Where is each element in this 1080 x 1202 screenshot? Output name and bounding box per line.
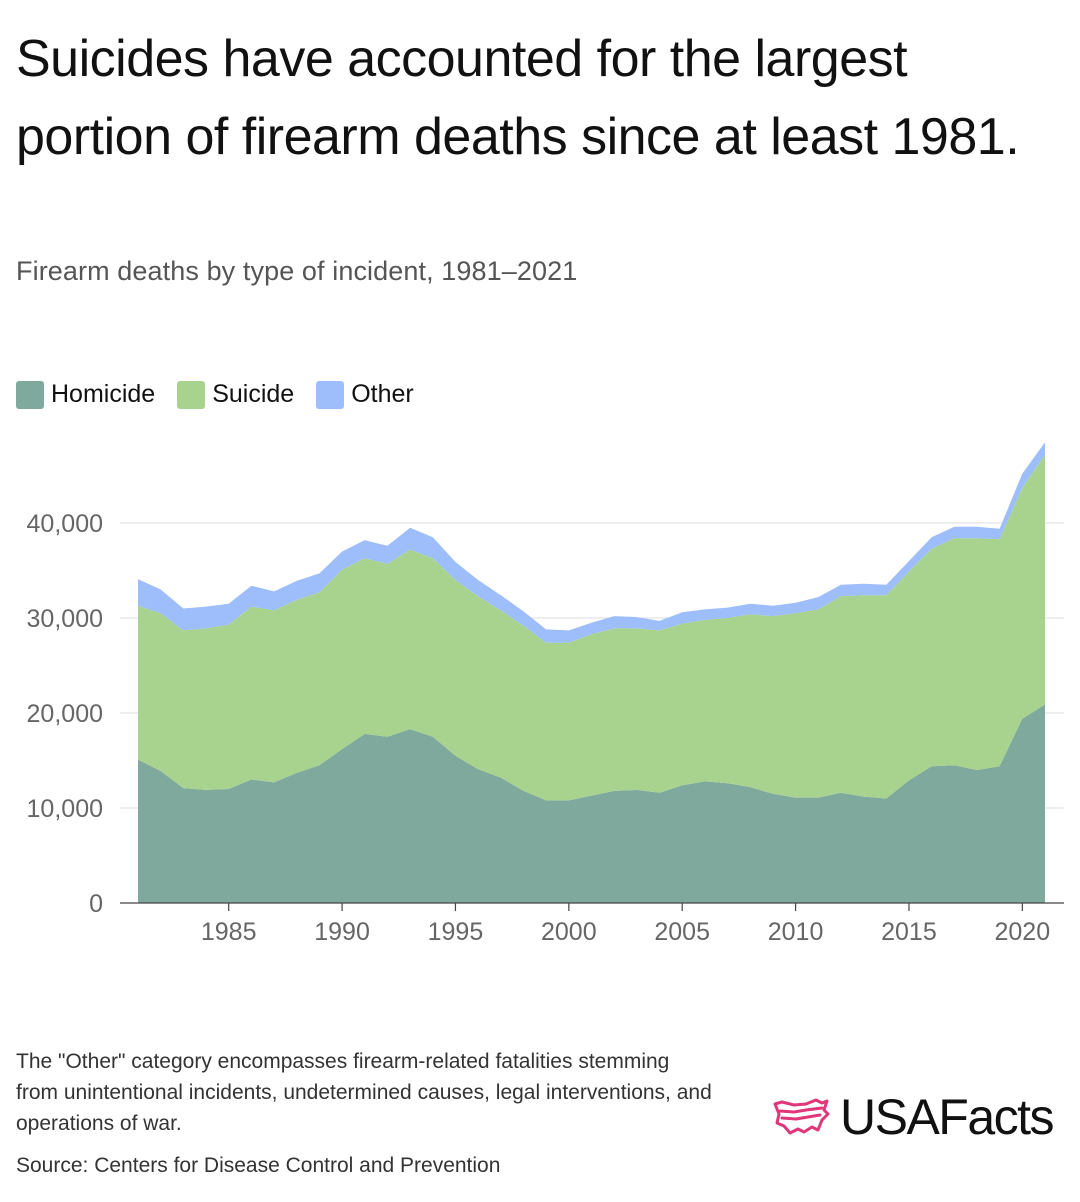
footnote: The "Other" category encompasses firearm… [16,1050,712,1135]
legend-label-suicide: Suicide [212,380,295,408]
legend: Homicide Suicide Other [16,380,436,409]
y-tick-label-30000: 30,000 [27,605,103,633]
legend-label-other: Other [351,380,414,408]
x-tick-label-2010: 2010 [768,918,824,946]
area-suicide [138,454,1045,801]
legend-swatch-other [316,380,345,409]
logo-wordmark: USAFacts [840,1089,1055,1145]
x-tick-label-1985: 1985 [201,918,257,946]
chart-title: Suicides have accounted for the largest … [16,30,1020,166]
legend-item-other: Other [316,380,414,409]
legend-swatch-homicide [16,380,44,409]
x-tick-label-2015: 2015 [881,918,937,946]
y-tick-label-10000: 10,000 [27,795,103,823]
legend-item-suicide: Suicide [177,380,294,409]
usafacts-logo: USAFacts [772,1088,1055,1146]
source-note: Source: Centers for Disease Control and … [16,1154,501,1177]
x-tick-label-2020: 2020 [995,918,1051,946]
legend-label-homicide: Homicide [51,380,156,408]
usa-map-flag-icon [773,1098,830,1135]
y-tick-label-40000: 40,000 [27,510,103,538]
x-tick-label-1990: 1990 [314,918,370,946]
area-other [138,442,1045,643]
chart-subtitle: Firearm deaths by type of incident, 1981… [16,256,578,286]
y-tick-label-0: 0 [89,890,103,918]
legend-item-homicide: Homicide [16,380,155,409]
x-tick-label-1995: 1995 [428,918,484,946]
area-homicide [138,704,1045,903]
y-tick-label-20000: 20,000 [27,700,103,728]
legend-swatch-suicide [177,380,206,409]
x-tick-label-2005: 2005 [654,918,710,946]
area-chart: 0 10,000 20,000 30,000 40,000 1985 1990 1995 200… [27,442,1064,946]
x-tick-label-2000: 2000 [541,918,597,946]
